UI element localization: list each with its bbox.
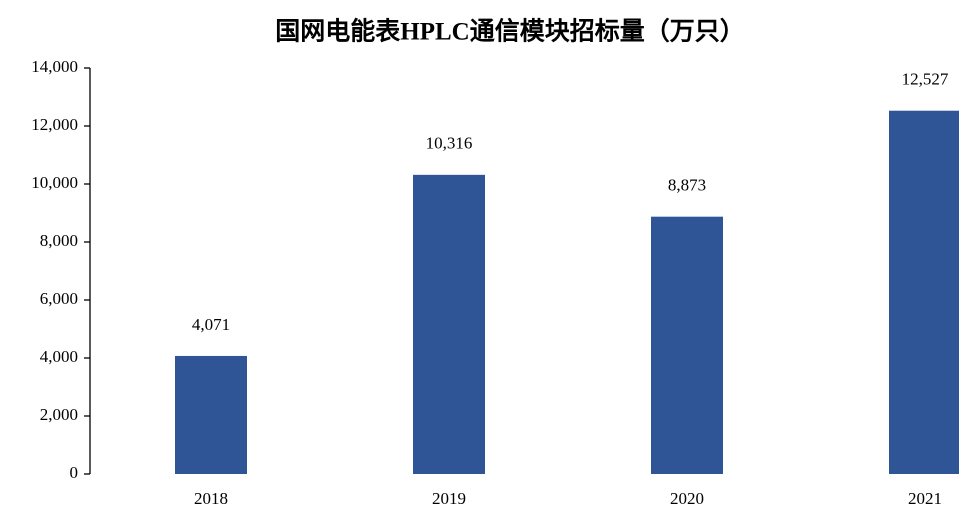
- y-tick-label: 10,000: [31, 173, 78, 192]
- chart-title: 国网电能表HPLC通信模块招标量（万只）: [275, 17, 744, 46]
- y-tick-label: 0: [70, 463, 79, 482]
- data-label: 8,873: [668, 176, 706, 195]
- y-tick-label: 6,000: [40, 289, 78, 308]
- y-tick-label: 4,000: [40, 347, 78, 366]
- data-label: 10,316: [426, 134, 473, 153]
- x-tick-label: 2021: [908, 489, 942, 508]
- y-tick-label: 8,000: [40, 231, 78, 250]
- x-tick-label: 2019: [432, 489, 466, 508]
- bar: [175, 355, 247, 474]
- x-tick-label: 2020: [670, 489, 704, 508]
- y-tick-label: 2,000: [40, 405, 78, 424]
- data-label: 12,527: [902, 70, 949, 89]
- bar: [889, 110, 959, 474]
- bar: [413, 174, 485, 474]
- bar: [651, 216, 723, 475]
- y-tick-label: 14,000: [31, 57, 78, 76]
- y-tick-label: 12,000: [31, 115, 78, 134]
- x-tick-label: 2018: [194, 489, 228, 508]
- data-label: 4,071: [192, 315, 230, 334]
